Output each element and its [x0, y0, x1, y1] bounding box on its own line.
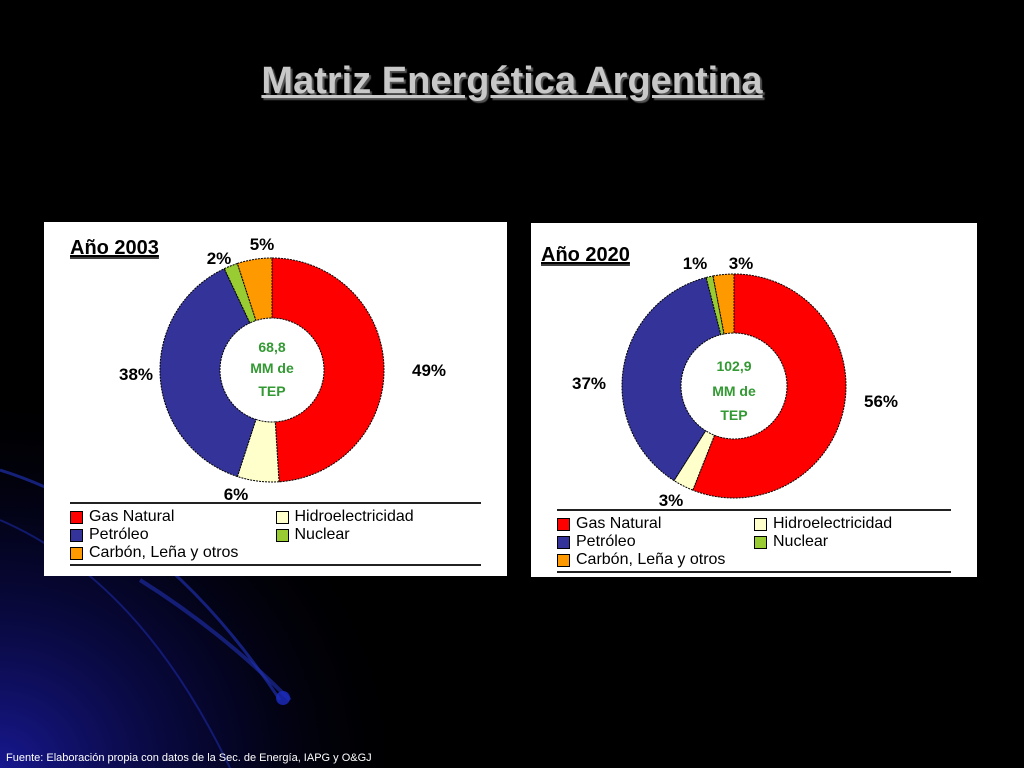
chart-title: Año 2020	[541, 244, 630, 266]
data-label-petroleo: 37%	[572, 374, 606, 393]
slice-nuclear	[223, 262, 257, 324]
legend-label: Hidroelectricidad	[773, 515, 893, 532]
legend-swatch	[275, 528, 289, 542]
legend-swatch	[70, 510, 83, 524]
legend-item-carbon-lena-y-otros: Carbón, Leña y otros	[70, 544, 276, 562]
slice-carbon-lena-y-otros	[712, 273, 735, 335]
center-total-text: 102,9	[716, 358, 751, 374]
data-label-carbon-lena-y-otros: 3%	[729, 254, 754, 273]
legend-swatch	[557, 553, 570, 567]
legend-swatch	[754, 535, 767, 549]
legend-label: Petróleo	[576, 533, 636, 550]
data-label-nuclear: 2%	[207, 249, 232, 268]
center-total-text: TEP	[258, 383, 285, 399]
center-total-text: 68,8	[258, 339, 285, 355]
legend-item-carbon-lena-y-otros: Carbón, Leña y otros	[557, 551, 754, 569]
legend-label: Carbón, Leña y otros	[89, 544, 239, 561]
chart-legend: Gas Natural Hidroelectricidad Petróleo Nucl…	[70, 502, 481, 566]
data-label-petroleo: 38%	[119, 365, 153, 384]
center-total-text: MM de	[712, 383, 756, 399]
slice-hidroelectricidad	[673, 430, 716, 491]
slide-title: Matriz Energética Argentina	[261, 60, 763, 102]
donut-chart-2020: Año 2020 56% 3% 37% 1% 3% 102,9 MM de TEP	[541, 244, 898, 509]
slice-carbon-lena-y-otros	[236, 257, 273, 322]
chart-panel-2003: Año 2003 49% 6% 38% 2% 5% 68,8 MM de TEP Gas Nat…	[44, 222, 507, 576]
legend-label: Gas Natural	[576, 515, 662, 532]
legend-swatch	[70, 528, 83, 542]
data-label-gas-natural: 49%	[412, 361, 446, 380]
legend-label: Nuclear	[294, 526, 350, 543]
data-label-hidroelectricidad: 3%	[659, 491, 684, 509]
legend-item-hidroelectricidad: Hidroelectricidad	[275, 508, 482, 526]
legend-swatch	[557, 517, 570, 531]
slice-gas-natural	[271, 257, 385, 483]
slice-petroleo	[159, 267, 257, 478]
legend-swatch	[557, 535, 570, 549]
chart-panel-2020: Año 2020 56% 3% 37% 1% 3% 102,9 MM de TEP Gas Na…	[531, 223, 977, 577]
data-label-hidroelectricidad: 6%	[224, 485, 249, 502]
legend-label: Gas Natural	[89, 508, 175, 525]
center-total-text: TEP	[720, 407, 747, 423]
legend-swatch	[275, 510, 289, 524]
legend-item-petroleo: Petróleo	[557, 533, 754, 551]
legend-label: Nuclear	[773, 533, 829, 550]
legend-item-petroleo: Petróleo	[70, 526, 276, 544]
data-label-carbon-lena-y-otros: 5%	[250, 235, 275, 254]
legend-item-gas-natural: Gas Natural	[70, 508, 276, 526]
legend-item-gas-natural: Gas Natural	[557, 515, 754, 533]
data-label-nuclear: 1%	[683, 254, 708, 273]
legend-swatch	[754, 517, 767, 531]
chart-legend: Gas Natural Hidroelectricidad Petróleo Nucl…	[557, 509, 951, 573]
legend-item-hidroelectricidad: Hidroelectricidad	[754, 515, 951, 533]
data-label-gas-natural: 56%	[864, 392, 898, 411]
chart-title: Año 2003	[70, 237, 159, 259]
slice-petroleo	[621, 276, 722, 482]
slice-gas-natural	[692, 273, 847, 499]
center-total-text: MM de	[250, 360, 294, 376]
legend-item-nuclear: Nuclear	[275, 526, 482, 544]
legend-label: Petróleo	[89, 526, 149, 543]
legend-swatch	[70, 546, 83, 560]
donut-chart-2003: Año 2003 49% 6% 38% 2% 5% 68,8 MM de TEP	[70, 235, 446, 502]
legend-label: Carbón, Leña y otros	[576, 551, 726, 568]
source-footnote: Fuente: Elaboración propia con datos de …	[6, 752, 372, 764]
legend-label: Hidroelectricidad	[294, 508, 414, 525]
legend-item-nuclear: Nuclear	[754, 533, 951, 551]
